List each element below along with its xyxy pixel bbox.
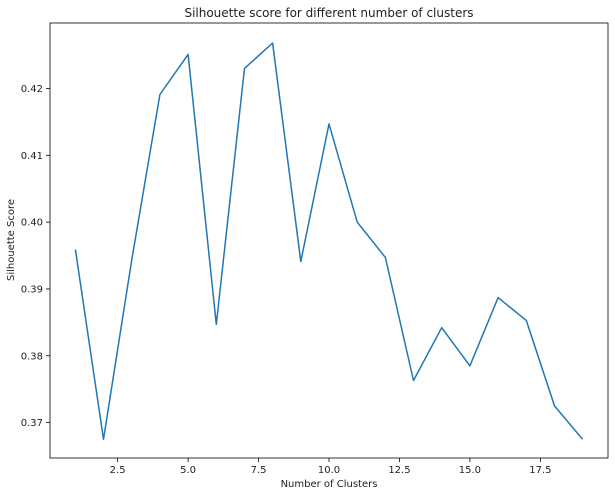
y-axis-label: Silhouette Score (6, 199, 17, 281)
y-tick-label: 0.38 (21, 351, 43, 362)
series-line (74, 42, 584, 441)
x-axis-ticks: 2.5 5.0 7.5 10.0 12.5 15.0 17.5 (110, 458, 551, 476)
y-tick-label: 0.40 (21, 218, 43, 229)
x-tick-label: 17.5 (529, 465, 551, 476)
x-tick-label: 12.5 (388, 465, 410, 476)
x-tick-label: 5.0 (180, 465, 196, 476)
y-tick-label: 0.41 (21, 151, 43, 162)
x-axis-label: Number of Clusters (281, 479, 378, 490)
y-tick-label: 0.42 (21, 84, 43, 95)
x-tick-label: 15.0 (459, 465, 481, 476)
x-tick-label: 2.5 (110, 465, 126, 476)
y-axis-ticks: 0.37 0.38 0.39 0.40 0.41 0.42 (21, 84, 50, 429)
x-tick-label: 10.0 (318, 465, 340, 476)
y-tick-label: 0.37 (21, 418, 43, 429)
y-tick-label: 0.39 (21, 284, 43, 295)
plot-area (74, 42, 584, 441)
x-tick-label: 7.5 (251, 465, 267, 476)
chart-title: Silhouette score for different number of… (184, 6, 473, 20)
